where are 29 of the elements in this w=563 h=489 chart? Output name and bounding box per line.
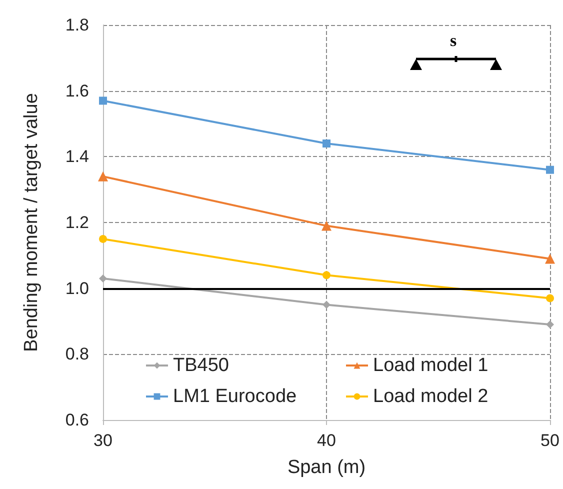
point — [99, 274, 107, 282]
y-tick-label: 0.6 — [65, 410, 89, 430]
legend-label: Load model 1 — [373, 355, 488, 376]
x-tick-label: 30 — [94, 431, 112, 450]
x-tick-label: 50 — [540, 431, 560, 450]
y-tick-label: 0.8 — [65, 344, 89, 364]
legend-label: TB450 — [173, 355, 229, 376]
legend-label: LM1 Eurocode — [173, 386, 297, 407]
x-axis-title: Span (m) — [287, 457, 366, 478]
point — [546, 320, 554, 329]
y-tick-label: 1.8 — [65, 16, 89, 34]
x-tick-label: 40 — [317, 431, 336, 450]
y-tick-label: 1.2 — [65, 213, 89, 232]
point — [546, 166, 554, 174]
legend-label: Load model 2 — [373, 386, 488, 407]
y-tick-label: 1.6 — [65, 81, 89, 100]
point — [546, 294, 554, 302]
point — [99, 234, 107, 243]
point — [322, 220, 332, 231]
y-tick-label: 1.4 — [65, 147, 89, 166]
y-axis-title: Bending moment / target value — [21, 93, 42, 352]
point — [98, 171, 108, 182]
point — [322, 271, 330, 280]
point — [322, 140, 330, 148]
point — [322, 300, 330, 309]
point — [99, 96, 107, 105]
point — [545, 254, 555, 264]
y-tick-label: 1.0 — [65, 278, 89, 298]
annotation: s — [450, 31, 457, 50]
